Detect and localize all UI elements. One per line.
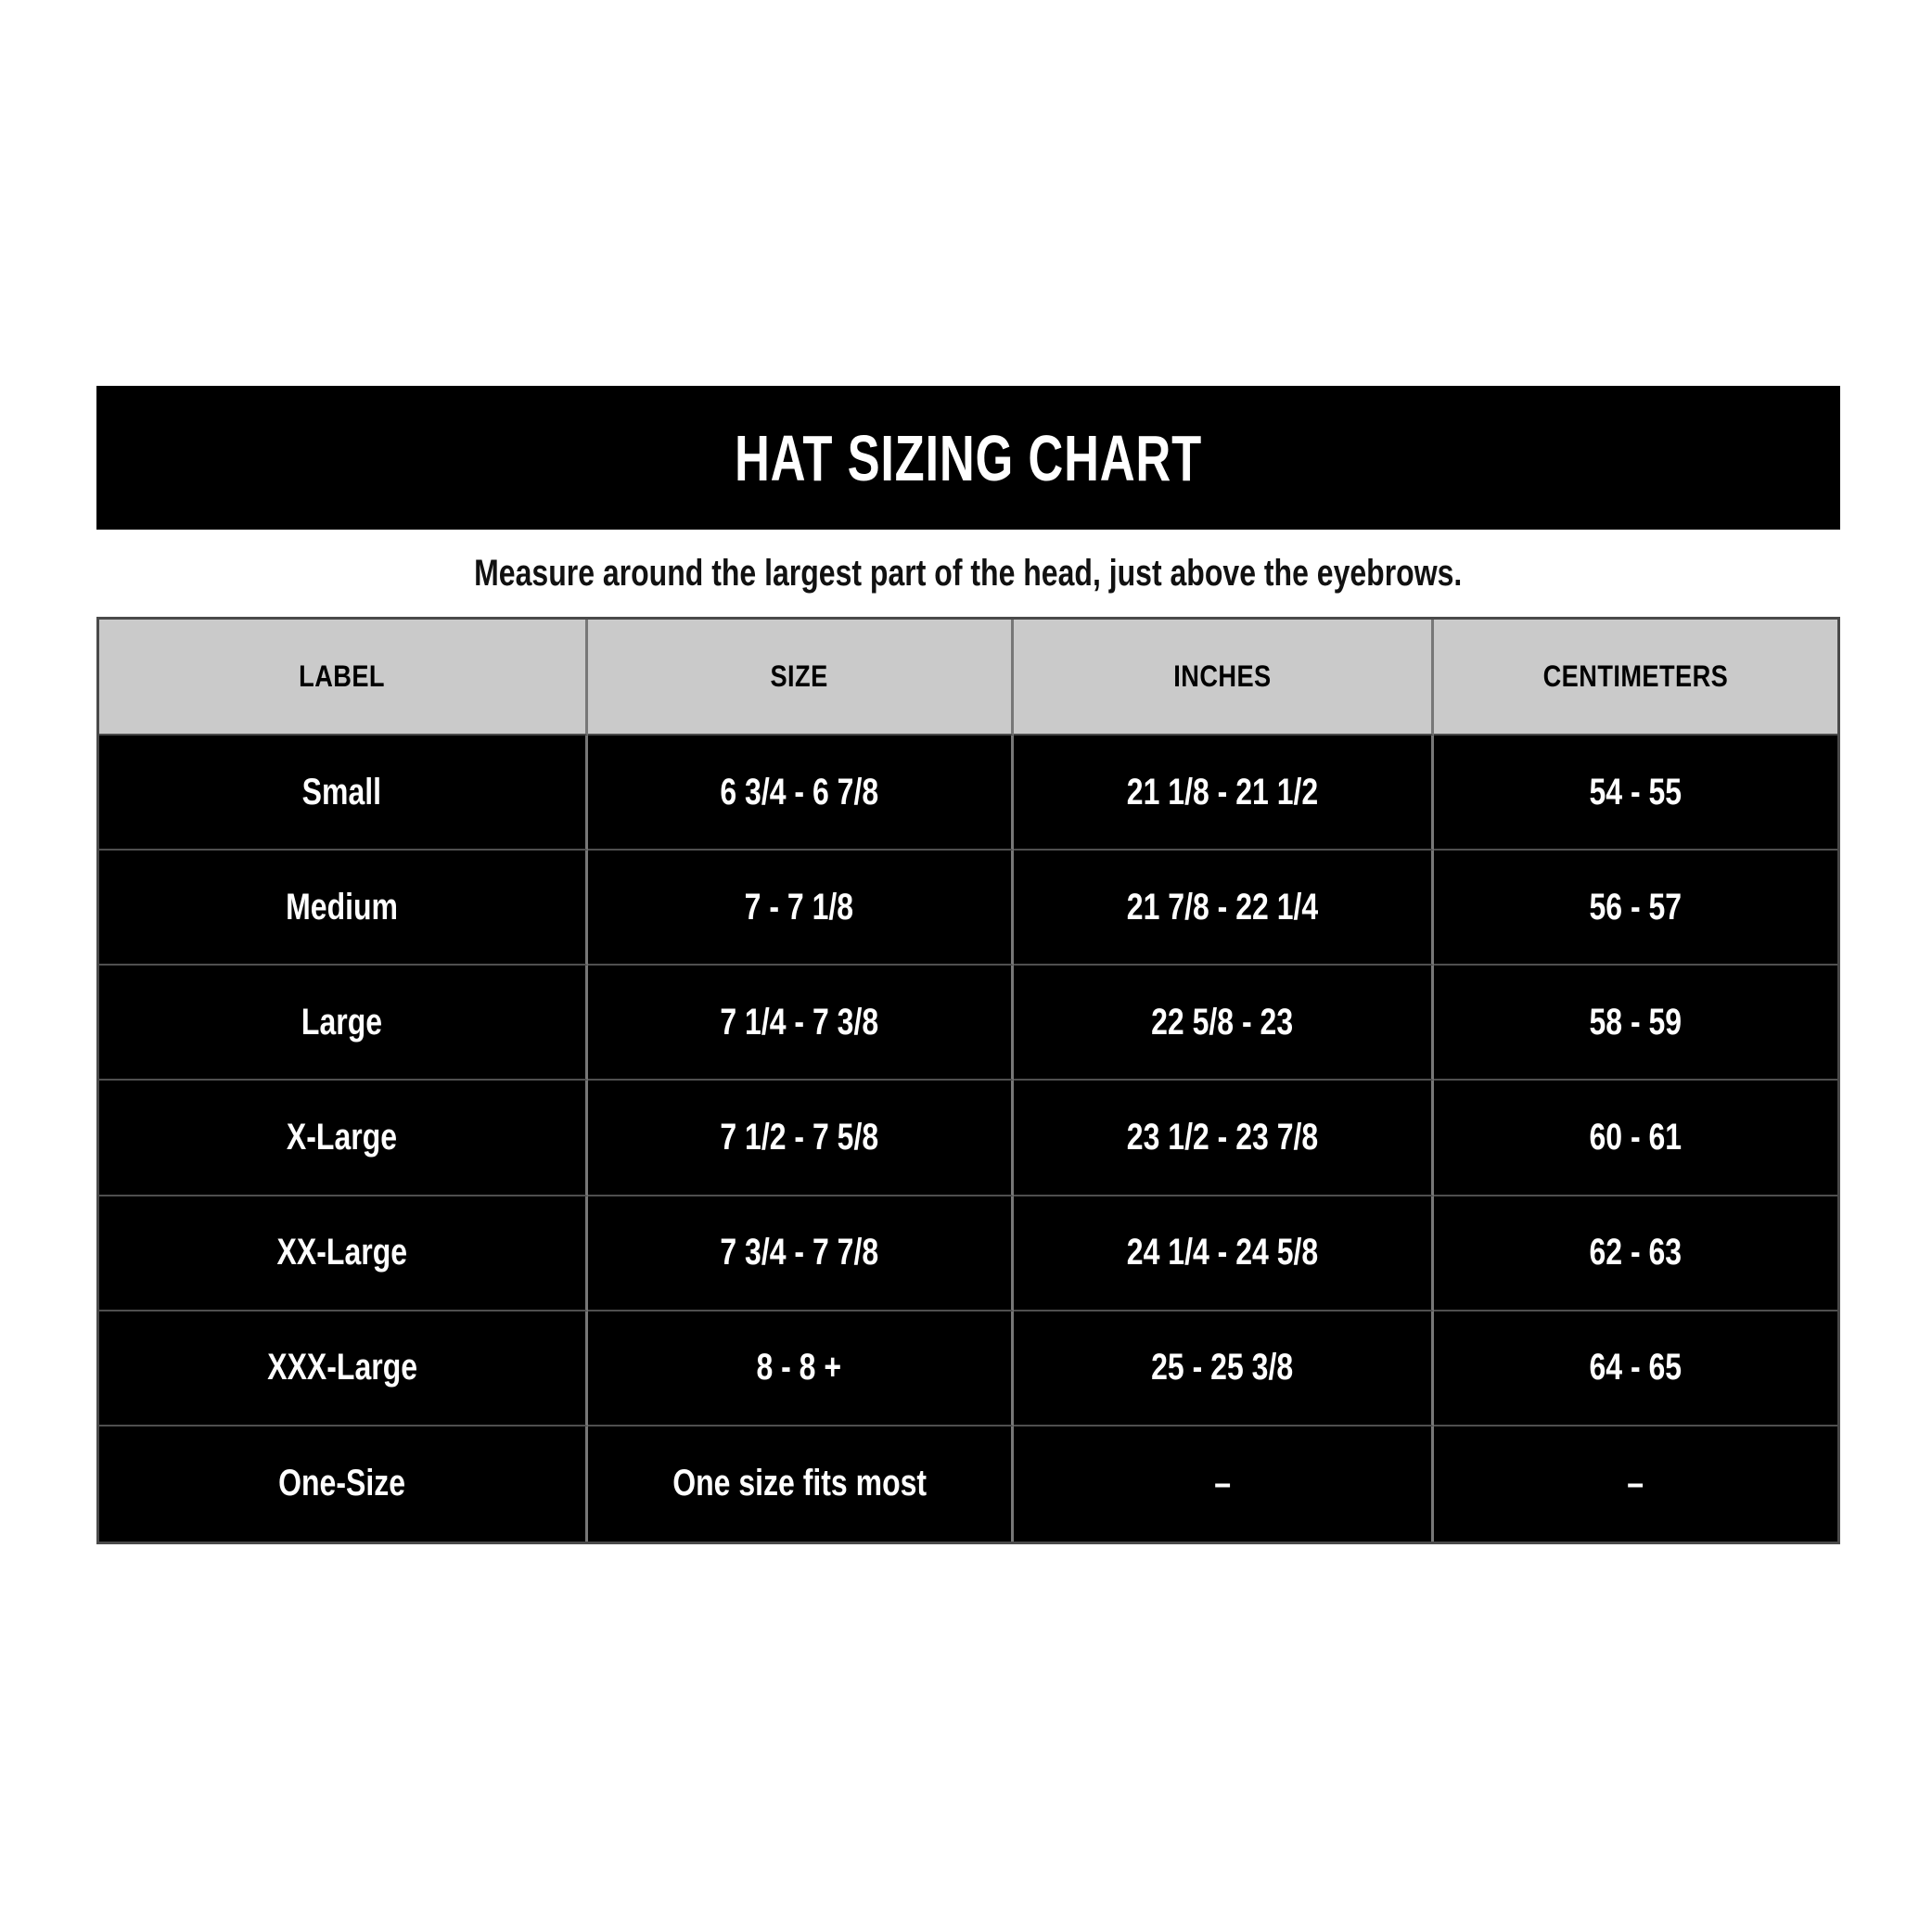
table-cell-inches: 22 5/8 - 23 <box>1013 966 1435 1081</box>
cell-text: XX-Large <box>276 1232 408 1273</box>
table-cell-label: Medium <box>99 851 588 966</box>
measure-instruction: Measure around the largest part of the h… <box>96 545 1840 601</box>
table-cell-centimeters: 64 - 65 <box>1434 1311 1837 1427</box>
table-cell-label: XXX-Large <box>99 1311 588 1427</box>
table-cell-inches: 25 - 25 3/8 <box>1013 1311 1435 1427</box>
table-cell-label: Small <box>99 736 588 851</box>
table-cell-centimeters: 54 - 55 <box>1434 736 1837 851</box>
table-cell-inches: 23 1/2 - 23 7/8 <box>1013 1081 1435 1196</box>
cell-text: XXX-Large <box>266 1347 417 1388</box>
cell-text: X-Large <box>287 1116 398 1158</box>
table-cell-label: X-Large <box>99 1081 588 1196</box>
table-cell-size: 7 1/4 - 7 3/8 <box>587 966 1014 1081</box>
cell-text: 54 - 55 <box>1589 771 1683 812</box>
cell-text: 58 - 59 <box>1589 1001 1683 1043</box>
cell-text: Small <box>302 771 382 812</box>
column-header-text: CENTIMETERS <box>1542 659 1729 693</box>
hat-sizing-table: LABEL SIZE INCHES CENTIMETERS Small 6 3/… <box>96 617 1840 1544</box>
table-cell-inches: 21 7/8 - 22 1/4 <box>1013 851 1435 966</box>
measure-instruction-text: Measure around the largest part of the h… <box>474 552 1463 594</box>
page-title: HAT SIZING CHART <box>735 421 1202 494</box>
table-cell-inches: 24 1/4 - 24 5/8 <box>1013 1196 1435 1311</box>
cell-text: 6 3/4 - 6 7/8 <box>720 771 879 812</box>
table-cell-size: One size fits most <box>587 1426 1014 1542</box>
cell-text: 21 1/8 - 21 1/2 <box>1126 771 1319 812</box>
table-cell-size: 7 - 7 1/8 <box>587 851 1014 966</box>
cell-text: 60 - 61 <box>1589 1116 1683 1158</box>
cell-text: – <box>1627 1463 1644 1504</box>
column-header-centimeters: CENTIMETERS <box>1434 620 1837 736</box>
table-cell-label: One-Size <box>99 1426 588 1542</box>
column-header-label: LABEL <box>99 620 588 736</box>
table-cell-size: 8 - 8 + <box>587 1311 1014 1427</box>
table-cell-centimeters: 58 - 59 <box>1434 966 1837 1081</box>
table-cell-label: XX-Large <box>99 1196 588 1311</box>
column-header-size: SIZE <box>587 620 1014 736</box>
cell-text: One-Size <box>278 1463 406 1504</box>
cell-text: 7 1/2 - 7 5/8 <box>720 1116 879 1158</box>
table-cell-centimeters: 62 - 63 <box>1434 1196 1837 1311</box>
table-cell-centimeters: – <box>1434 1426 1837 1542</box>
cell-text: 22 5/8 - 23 <box>1151 1001 1294 1043</box>
cell-text: 7 3/4 - 7 7/8 <box>720 1232 879 1273</box>
table-cell-size: 6 3/4 - 6 7/8 <box>587 736 1014 851</box>
cell-text: Medium <box>286 886 399 928</box>
table-cell-inches: 21 1/8 - 21 1/2 <box>1013 736 1435 851</box>
column-header-text: INCHES <box>1173 659 1272 693</box>
cell-text: One size fits most <box>672 1463 927 1504</box>
table-cell-size: 7 3/4 - 7 7/8 <box>587 1196 1014 1311</box>
cell-text: 24 1/4 - 24 5/8 <box>1126 1232 1319 1273</box>
column-header-inches: INCHES <box>1013 620 1435 736</box>
cell-text: 62 - 63 <box>1589 1232 1683 1273</box>
cell-text: 25 - 25 3/8 <box>1151 1347 1294 1388</box>
cell-text: 21 7/8 - 22 1/4 <box>1126 886 1319 928</box>
table-cell-centimeters: 60 - 61 <box>1434 1081 1837 1196</box>
title-banner: HAT SIZING CHART <box>96 386 1840 530</box>
cell-text: Large <box>301 1001 383 1043</box>
cell-text: 23 1/2 - 23 7/8 <box>1126 1116 1319 1158</box>
table-cell-size: 7 1/2 - 7 5/8 <box>587 1081 1014 1196</box>
table-cell-label: Large <box>99 966 588 1081</box>
cell-text: – <box>1214 1463 1231 1504</box>
table-cell-centimeters: 56 - 57 <box>1434 851 1837 966</box>
cell-text: 7 1/4 - 7 3/8 <box>720 1001 879 1043</box>
table-cell-inches: – <box>1013 1426 1435 1542</box>
cell-text: 56 - 57 <box>1589 886 1683 928</box>
cell-text: 7 - 7 1/8 <box>744 886 854 928</box>
column-header-text: LABEL <box>299 659 386 693</box>
column-header-text: SIZE <box>770 659 828 693</box>
cell-text: 8 - 8 + <box>756 1347 842 1388</box>
cell-text: 64 - 65 <box>1589 1347 1683 1388</box>
